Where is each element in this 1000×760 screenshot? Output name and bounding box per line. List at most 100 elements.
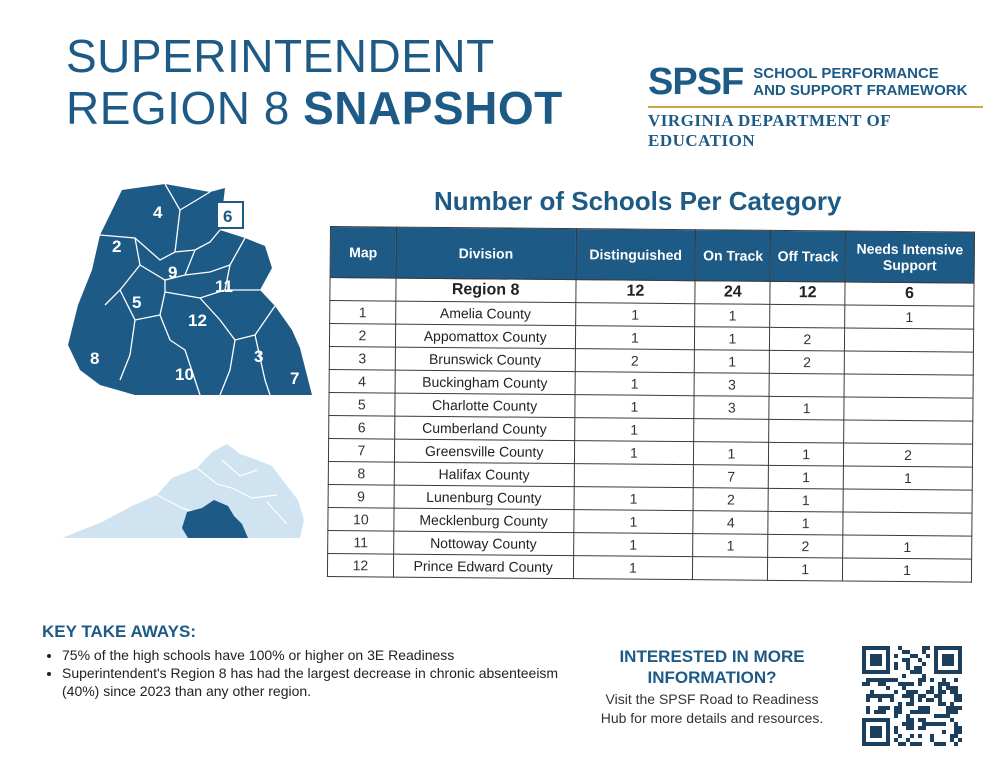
logo-subtitle: SCHOOL PERFORMANCE AND SUPPORT FRAMEWORK bbox=[753, 65, 968, 99]
qr-module bbox=[950, 686, 954, 690]
qr-module bbox=[946, 686, 950, 690]
qr-module bbox=[950, 734, 954, 738]
map-label: 11 bbox=[215, 277, 233, 296]
qr-module bbox=[918, 726, 922, 730]
map-label-boxed: 6 bbox=[223, 207, 232, 226]
qr-module bbox=[898, 734, 902, 738]
qr-module bbox=[882, 678, 886, 682]
qr-module bbox=[918, 670, 922, 674]
table-title: Number of Schools Per Category bbox=[434, 186, 842, 216]
qr-module bbox=[922, 662, 926, 666]
qr-module bbox=[910, 670, 914, 674]
table-cell bbox=[768, 419, 844, 443]
qr-module bbox=[954, 730, 958, 734]
table-cell: 2 bbox=[769, 327, 845, 351]
column-header: Distinguished bbox=[575, 228, 696, 281]
table-cell: 1 bbox=[694, 326, 770, 351]
qr-module bbox=[930, 686, 934, 690]
qr-module bbox=[882, 682, 886, 686]
table-cell: Buckingham County bbox=[394, 370, 575, 395]
qr-module bbox=[926, 706, 930, 710]
table-cell: 24 bbox=[695, 280, 771, 305]
table-cell bbox=[844, 373, 974, 399]
table-cell: 1 bbox=[844, 304, 974, 330]
qr-module bbox=[938, 722, 942, 726]
qr-module bbox=[870, 694, 874, 698]
qr-module bbox=[906, 662, 910, 666]
qr-module bbox=[878, 698, 882, 702]
qr-module bbox=[886, 686, 890, 690]
qr-module bbox=[910, 742, 914, 746]
qr-module bbox=[950, 690, 954, 694]
table-cell: 1 bbox=[842, 557, 972, 583]
qr-module bbox=[922, 706, 926, 710]
table-cell: 3 bbox=[694, 372, 770, 397]
qr-module bbox=[926, 690, 930, 694]
more-info-box: INTERESTED IN MORE INFORMATION? Visit th… bbox=[592, 646, 832, 728]
qr-module bbox=[922, 678, 926, 682]
table-cell: 2 bbox=[767, 534, 843, 558]
qr-module bbox=[950, 710, 954, 714]
table-cell: 1 bbox=[694, 349, 770, 374]
table-cell: 1 bbox=[693, 533, 769, 558]
map-label: 2 bbox=[112, 237, 121, 256]
qr-module bbox=[946, 682, 950, 686]
qr-module bbox=[914, 690, 918, 694]
qr-module bbox=[902, 686, 906, 690]
qr-module bbox=[882, 694, 886, 698]
map-label: 10 bbox=[175, 365, 194, 384]
qr-module bbox=[906, 666, 910, 670]
qr-module bbox=[910, 726, 914, 730]
table-cell: 4 bbox=[329, 369, 396, 394]
qr-module bbox=[898, 682, 902, 686]
table-cell: Cumberland County bbox=[394, 416, 575, 441]
qr-module bbox=[918, 678, 922, 682]
qr-module bbox=[910, 694, 914, 698]
qr-module bbox=[950, 706, 954, 710]
qr-module bbox=[894, 710, 898, 714]
qr-module bbox=[942, 714, 946, 718]
virginia-outline bbox=[62, 444, 304, 538]
qr-module bbox=[874, 678, 878, 682]
table-cell bbox=[843, 488, 973, 514]
qr-module bbox=[914, 654, 918, 658]
qr-module bbox=[898, 710, 902, 714]
qr-module bbox=[886, 706, 890, 710]
table-cell: Lunenburg County bbox=[393, 485, 574, 510]
table-cell bbox=[573, 463, 694, 488]
table-cell: Greensville County bbox=[394, 439, 575, 464]
qr-module bbox=[902, 674, 906, 678]
map-label: 4 bbox=[153, 203, 163, 222]
qr-module bbox=[870, 678, 874, 682]
qr-module bbox=[958, 698, 962, 702]
qr-module bbox=[922, 694, 926, 698]
table-cell bbox=[844, 327, 974, 353]
table-cell: 5 bbox=[328, 392, 395, 417]
qr-module bbox=[942, 702, 946, 706]
table-cell: 1 bbox=[574, 325, 696, 350]
qr-module bbox=[886, 678, 890, 682]
qr-module bbox=[906, 682, 910, 686]
table-cell: Charlotte County bbox=[394, 393, 575, 418]
qr-module bbox=[914, 670, 918, 674]
qr-module bbox=[950, 718, 954, 722]
qr-module bbox=[894, 726, 898, 730]
qr-module bbox=[954, 698, 958, 702]
qr-module bbox=[946, 706, 950, 710]
qr-module bbox=[954, 726, 958, 730]
qr-module bbox=[906, 722, 910, 726]
map-label: 12 bbox=[188, 311, 207, 330]
qr-module bbox=[906, 690, 910, 694]
table-cell: 1 bbox=[769, 396, 845, 420]
more-info-body: Visit the SPSF Road to Readiness Hub for… bbox=[600, 691, 824, 726]
qr-code-icon[interactable] bbox=[862, 646, 962, 746]
qr-module bbox=[874, 694, 878, 698]
table-cell: 11 bbox=[327, 530, 394, 555]
qr-module bbox=[954, 706, 958, 710]
table-cell: 1 bbox=[329, 300, 396, 325]
qr-module bbox=[866, 706, 870, 710]
table-cell: 12 bbox=[575, 279, 696, 304]
qr-module bbox=[954, 722, 958, 726]
list-item: Superintendent's Region 8 has had the la… bbox=[62, 664, 562, 700]
table-cell: 1 bbox=[843, 465, 973, 491]
